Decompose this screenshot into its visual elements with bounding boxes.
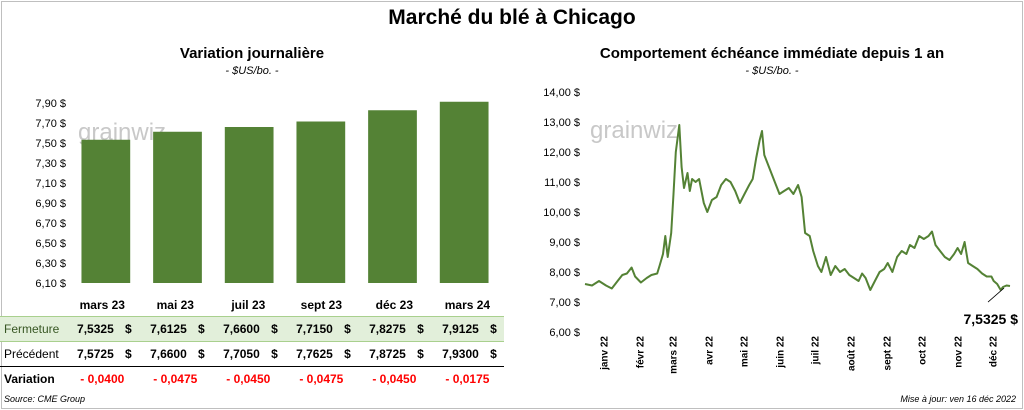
- left-chart-unit: - $US/bo. -: [225, 65, 279, 77]
- y-tick-label: 6,70 $: [35, 218, 66, 230]
- bar: [296, 121, 346, 283]
- change-value: - 0,0400: [80, 372, 125, 386]
- change-value: - 0,0450: [226, 372, 271, 386]
- x-tick-label: juin 22: [775, 336, 786, 369]
- currency-symbol: $: [271, 316, 285, 342]
- previous-value: 7,9300: [430, 341, 491, 367]
- x-tick-label: juil 22: [810, 336, 821, 366]
- currency-symbol: $: [198, 316, 212, 342]
- y-tick-label: 10,00 $: [543, 207, 580, 219]
- x-tick-label: sept 22: [883, 336, 894, 371]
- contract-label: déc 23: [375, 298, 414, 312]
- row-label-previous: Précédent: [0, 341, 66, 367]
- currency-symbol: $: [271, 341, 285, 367]
- y-tick-label: 6,90 $: [35, 198, 66, 210]
- y-tick-label: 14,00 $: [543, 87, 580, 99]
- right-chart-unit: - $US/bo. -: [745, 65, 799, 77]
- row-label-close: Fermeture: [0, 316, 66, 342]
- bar: [224, 127, 274, 283]
- last-value-leader: [987, 287, 1005, 303]
- right-chart-title: Comportement échéance immédiate depuis 1…: [599, 45, 945, 62]
- row-label-change: Variation: [4, 372, 55, 386]
- price-line: [584, 124, 1011, 291]
- bar: [368, 110, 417, 283]
- previous-value: 7,7625: [284, 341, 345, 367]
- close-value: 7,7150: [284, 316, 345, 342]
- x-tick-label: févr 22: [636, 336, 647, 369]
- bar: [439, 101, 489, 283]
- currency-symbol: $: [344, 341, 358, 367]
- main-title: Marché du blé à Chicago: [388, 6, 636, 29]
- update-note: Mise à jour: ven 16 déc 2022: [900, 394, 1016, 404]
- y-tick-label: 7,70 $: [35, 118, 66, 130]
- y-tick-label: 7,30 $: [35, 158, 66, 170]
- close-value: 7,9125: [430, 316, 491, 342]
- currency-symbol: $: [125, 341, 139, 367]
- contract-label: mai 23: [156, 298, 194, 312]
- previous-value: 7,6600: [138, 341, 199, 367]
- previous-value: 7,5725: [65, 341, 126, 367]
- line-chart: grainwiz 6,00 $ 7,00 $ 8,00 $ 9,00 $ 10,00 $ 1…: [543, 87, 1019, 374]
- currency-symbol: $: [490, 341, 504, 367]
- x-tick-label: août 22: [846, 336, 857, 371]
- table-row-previous: Précédent 7,5725 $ 7,6600 $ 7,7050 $ 7,7625…: [0, 341, 504, 367]
- previous-value: 7,8725: [357, 341, 418, 367]
- currency-symbol: $: [198, 341, 212, 367]
- y-tick-label: 13,00 $: [543, 117, 580, 129]
- y-tick-label: 7,50 $: [35, 138, 66, 150]
- bar: [153, 131, 202, 283]
- x-tick-label: déc 22: [989, 336, 1000, 368]
- x-tick-label: oct 22: [918, 336, 929, 365]
- close-value: 7,6125: [138, 316, 199, 342]
- y-tick-label: 9,00 $: [549, 237, 580, 249]
- currency-symbol: $: [344, 316, 358, 342]
- y-tick-label: 6,10 $: [35, 278, 66, 290]
- x-tick-label: mars 22: [668, 336, 679, 374]
- previous-value: 7,7050: [211, 341, 272, 367]
- last-value-label: 7,5325 $: [964, 311, 1019, 327]
- currency-symbol: $: [125, 316, 139, 342]
- change-value: - 0,0475: [299, 372, 344, 386]
- y-tick-label: 8,00 $: [549, 267, 580, 279]
- close-value: 7,5325: [65, 316, 126, 342]
- left-chart-title: Variation journalière: [179, 45, 325, 62]
- y-tick-label: 12,00 $: [543, 147, 580, 159]
- contract-label: juil 23: [231, 298, 266, 312]
- x-tick-label: nov 22: [954, 336, 965, 368]
- y-tick-label: 7,10 $: [35, 178, 66, 190]
- y-tick-label: 7,00 $: [549, 297, 580, 309]
- currency-symbol: $: [417, 316, 431, 342]
- x-tick-label: avr 22: [704, 336, 715, 365]
- y-tick-label: 6,00 $: [549, 327, 580, 339]
- close-value: 7,6600: [211, 316, 272, 342]
- y-tick-label: 7,90 $: [35, 98, 66, 110]
- x-tick-label: mai 22: [739, 336, 750, 368]
- contract-label: sept 23: [300, 298, 343, 312]
- contract-label: mars 23: [79, 298, 125, 312]
- currency-symbol: $: [417, 341, 431, 367]
- contract-label: mars 24: [444, 298, 491, 312]
- currency-symbol: $: [490, 316, 504, 342]
- table-header-row: mars 23 mai 23 juil 23 sept 23 déc 23 ma…: [0, 294, 504, 317]
- contracts-table: mars 23 mai 23 juil 23 sept 23 déc 23 ma…: [0, 294, 504, 391]
- bar: [81, 139, 131, 283]
- y-tick-label: 6,30 $: [35, 258, 66, 270]
- y-tick-label: 11,00 $: [544, 177, 580, 189]
- change-value: - 0,0175: [445, 372, 490, 386]
- close-value: 7,8275: [357, 316, 418, 342]
- change-value: - 0,0450: [372, 372, 417, 386]
- watermark-logo: grainwiz: [590, 117, 678, 144]
- change-value: - 0,0475: [153, 372, 198, 386]
- source-note: Source: CME Group: [4, 394, 86, 404]
- x-tick-label: janv 22: [600, 336, 611, 371]
- table-row-close: Fermeture 7,5325 $ 7,6125 $ 7,6600 $ 7,7150…: [0, 316, 504, 342]
- table-row-change: Variation - 0,0400 - 0,0475 - 0,0450 - 0…: [0, 367, 504, 392]
- y-tick-label: 6,50 $: [35, 238, 66, 250]
